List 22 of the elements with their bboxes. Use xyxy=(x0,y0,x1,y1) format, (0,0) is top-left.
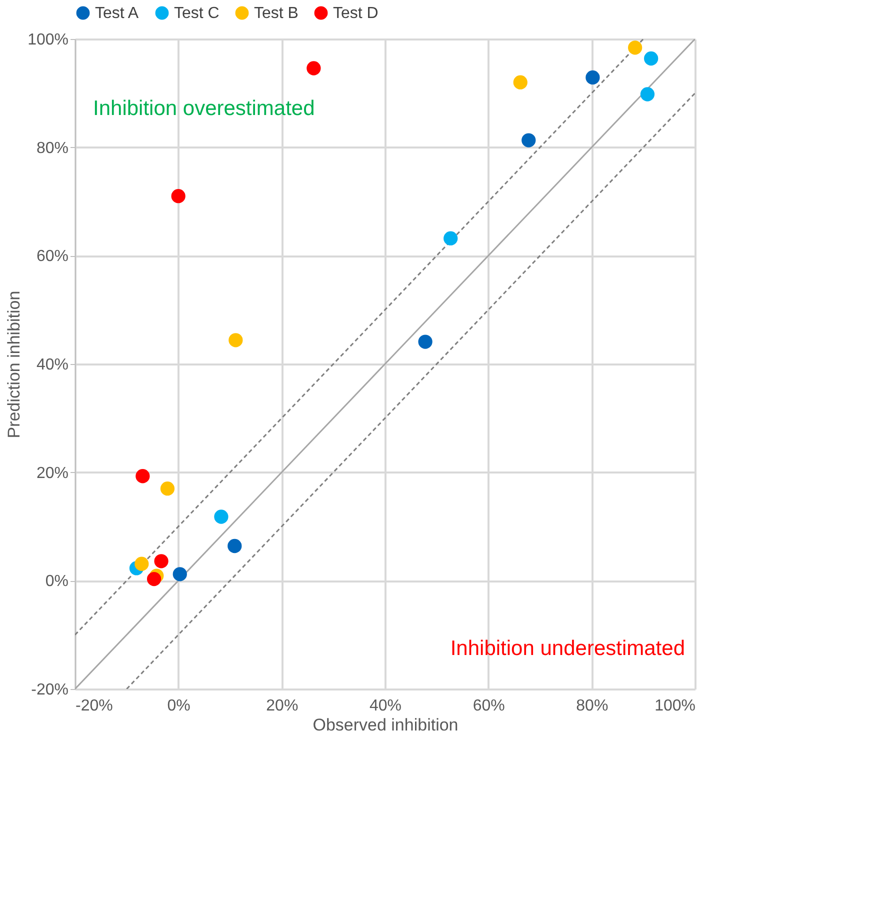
x-axis-title: Observed inhibition xyxy=(312,716,458,734)
legend-label: Test B xyxy=(254,5,298,22)
x-tick-label: 0% xyxy=(167,698,190,714)
y-tick-label: 100% xyxy=(28,32,68,48)
y-tick-label: 40% xyxy=(36,356,68,374)
annotation: Inhibition overestimated xyxy=(93,97,315,120)
x-tick-label: 20% xyxy=(266,698,298,714)
x-tick-label: 40% xyxy=(369,698,402,714)
y-tick-label: 20% xyxy=(36,464,68,482)
legend-label: Test A xyxy=(95,5,139,22)
annotation: Inhibition underestimated xyxy=(450,637,685,660)
y-tick-label: -20% xyxy=(31,682,68,698)
y-tick-label: 60% xyxy=(36,248,68,266)
x-tick-label: -20% xyxy=(76,698,113,714)
y-tick-label: 80% xyxy=(36,140,68,157)
y-axis-title: Prediction inhibition xyxy=(4,290,24,438)
legend-label: Test D xyxy=(333,5,378,22)
y-tick-label: 0% xyxy=(45,573,68,590)
x-tick-label: 80% xyxy=(576,698,608,714)
x-tick-label: 100% xyxy=(654,698,696,714)
legend-label: Test C xyxy=(174,5,220,22)
x-tick-label: 60% xyxy=(472,698,505,714)
